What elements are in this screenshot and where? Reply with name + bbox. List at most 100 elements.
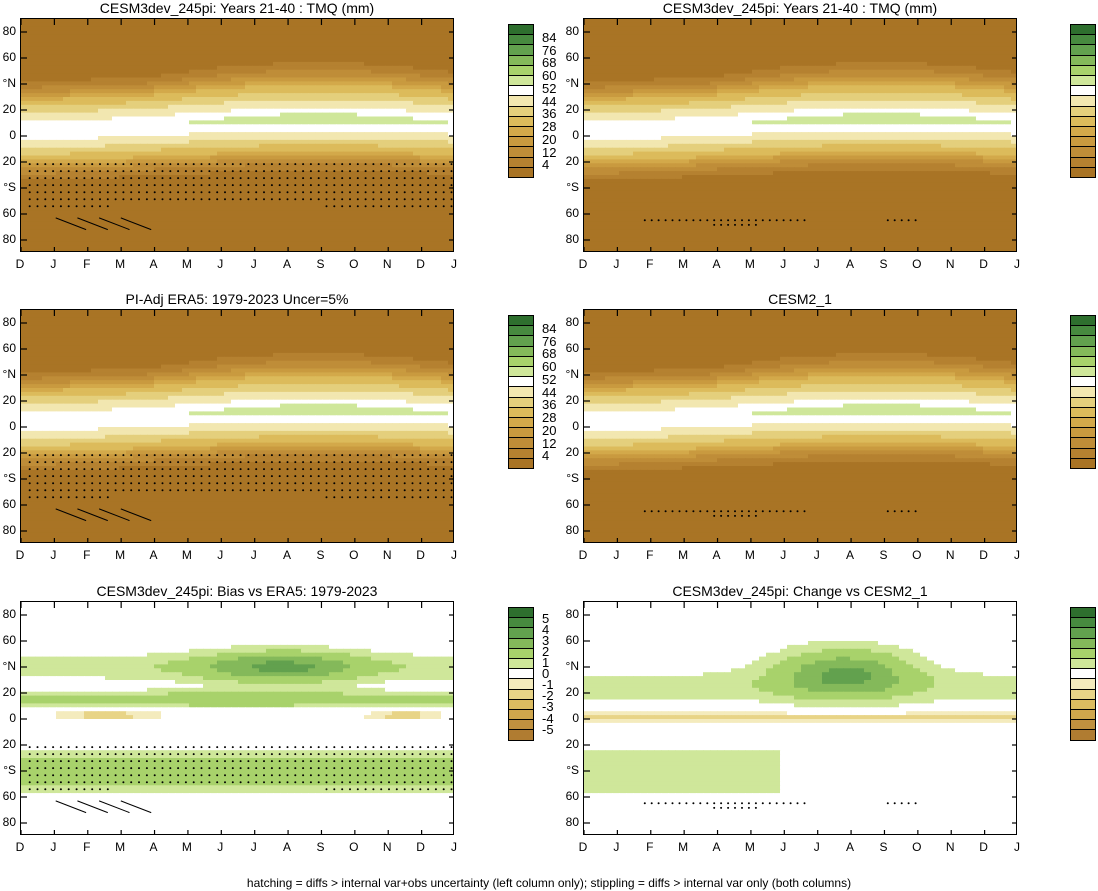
x-tick-label: S bbox=[873, 841, 893, 853]
x-tick-label: D bbox=[573, 549, 593, 561]
hatching bbox=[55, 800, 152, 814]
chart-title: CESM3dev_245pi: Years 21-40 : TMQ (mm) bbox=[20, 0, 454, 16]
y-tick-label: 80 bbox=[0, 316, 16, 328]
x-ticks bbox=[584, 310, 986, 542]
colorbar-label: 44 bbox=[542, 95, 556, 108]
colorbar-label: 28 bbox=[542, 120, 556, 133]
contour-field bbox=[21, 602, 453, 834]
x-tick-label: D bbox=[573, 258, 593, 270]
x-tick-label: M bbox=[177, 258, 197, 270]
colorbar-label: -5 bbox=[542, 723, 554, 736]
x-tick-label: M bbox=[740, 549, 760, 561]
x-tick-label: A bbox=[277, 841, 297, 853]
x-tick-label: M bbox=[110, 258, 130, 270]
x-ticks bbox=[21, 602, 423, 834]
contour-field bbox=[584, 602, 1016, 834]
colorbar-label: 12 bbox=[542, 437, 556, 450]
x-tick-label: O bbox=[344, 841, 364, 853]
x-tick-label: N bbox=[377, 549, 397, 561]
plot-area bbox=[583, 309, 1017, 543]
colorbar-label: 20 bbox=[542, 133, 556, 146]
x-tick-label: J bbox=[444, 549, 464, 561]
x-tick-label: D bbox=[974, 258, 994, 270]
colorbar-label: 28 bbox=[542, 411, 556, 424]
x-tick-label: M bbox=[177, 841, 197, 853]
colorbar-label: 1 bbox=[542, 656, 549, 669]
x-tick-label: F bbox=[640, 841, 660, 853]
colorbar-label: 3 bbox=[542, 634, 549, 647]
colorbar-label: 60 bbox=[542, 360, 556, 373]
x-tick-label: S bbox=[873, 549, 893, 561]
y-tick-label: 60 bbox=[549, 790, 579, 802]
x-tick-label: M bbox=[740, 258, 760, 270]
y-ticks bbox=[584, 31, 1016, 241]
x-tick-label: D bbox=[10, 841, 30, 853]
y-tick-label: 60 bbox=[549, 498, 579, 510]
x-tick-label: J bbox=[606, 549, 626, 561]
y-tick-label: °S bbox=[549, 181, 579, 193]
x-tick-label: S bbox=[310, 549, 330, 561]
y-tick-label: 20 bbox=[0, 103, 16, 115]
y-tick-label: 0 bbox=[549, 712, 579, 724]
x-tick-label: A bbox=[707, 258, 727, 270]
x-tick-label: O bbox=[907, 841, 927, 853]
x-tick-label: A bbox=[144, 549, 164, 561]
x-tick-label: O bbox=[344, 549, 364, 561]
x-tick-label: J bbox=[244, 841, 264, 853]
x-tick-label: F bbox=[640, 258, 660, 270]
x-tick-label: S bbox=[310, 841, 330, 853]
x-tick-label: J bbox=[1007, 549, 1027, 561]
x-tick-label: D bbox=[411, 841, 431, 853]
colorbar-label: 20 bbox=[542, 424, 556, 437]
x-tick-label: M bbox=[673, 549, 693, 561]
x-tick-label: N bbox=[940, 549, 960, 561]
contour-field bbox=[21, 19, 453, 251]
y-tick-label: 80 bbox=[549, 816, 579, 828]
colorbar-label: 36 bbox=[542, 107, 556, 120]
stippling bbox=[643, 219, 917, 226]
x-tick-label: A bbox=[840, 549, 860, 561]
x-tick-label: J bbox=[43, 549, 63, 561]
x-tick-label: O bbox=[907, 549, 927, 561]
x-tick-label: J bbox=[807, 258, 827, 270]
y-tick-label: 60 bbox=[549, 634, 579, 646]
y-tick-label: 20 bbox=[0, 155, 16, 167]
colorbar-label: 68 bbox=[542, 347, 556, 360]
chart-title: CESM3dev_245pi: Years 21-40 : TMQ (mm) bbox=[583, 0, 1017, 16]
y-tick-label: 0 bbox=[0, 129, 16, 141]
y-tick-label: 60 bbox=[0, 498, 16, 510]
y-tick-label: 20 bbox=[0, 738, 16, 750]
x-tick-label: O bbox=[344, 258, 364, 270]
colorbar-swatch bbox=[508, 166, 534, 178]
y-ticks bbox=[21, 322, 453, 532]
x-tick-label: S bbox=[310, 258, 330, 270]
x-tick-label: M bbox=[110, 549, 130, 561]
x-tick-label: J bbox=[773, 549, 793, 561]
x-tick-label: N bbox=[940, 841, 960, 853]
colorbar-label: 76 bbox=[542, 335, 556, 348]
x-tick-label: D bbox=[974, 549, 994, 561]
colorbar-swatch bbox=[508, 729, 534, 741]
colorbar-label: 4 bbox=[542, 449, 549, 462]
x-ticks bbox=[21, 310, 423, 542]
y-tick-label: °N bbox=[0, 368, 16, 380]
y-tick-label: 60 bbox=[549, 51, 579, 63]
y-tick-label: 80 bbox=[549, 608, 579, 620]
y-tick-label: 60 bbox=[0, 207, 16, 219]
x-tick-label: D bbox=[10, 549, 30, 561]
plot-area bbox=[20, 601, 454, 835]
colorbar-swatch bbox=[508, 457, 534, 469]
y-tick-label: °S bbox=[549, 472, 579, 484]
y-tick-label: 80 bbox=[549, 233, 579, 245]
x-tick-label: F bbox=[77, 841, 97, 853]
plot-area bbox=[20, 309, 454, 543]
y-tick-label: °N bbox=[549, 660, 579, 672]
x-tick-label: M bbox=[110, 841, 130, 853]
colorbar-swatch bbox=[1070, 166, 1096, 178]
x-tick-label: J bbox=[606, 258, 626, 270]
chart-title: CESM3dev_245pi: Bias vs ERA5: 1979-2023 bbox=[20, 583, 454, 599]
y-ticks bbox=[584, 614, 1016, 824]
x-tick-label: J bbox=[210, 258, 230, 270]
y-tick-label: 0 bbox=[0, 420, 16, 432]
y-tick-label: 80 bbox=[0, 816, 16, 828]
